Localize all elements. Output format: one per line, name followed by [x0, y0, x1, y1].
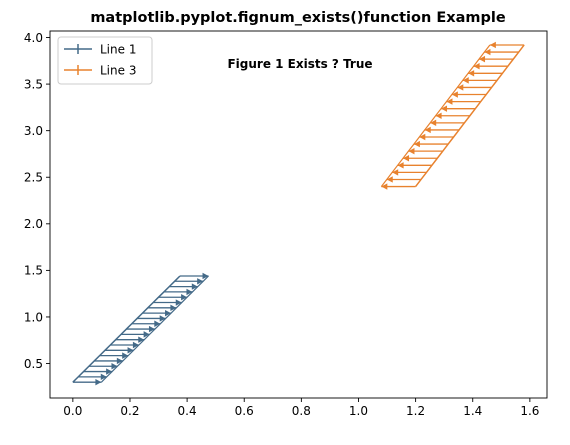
y-tick-label: 3.5: [24, 77, 43, 91]
arrow-head: [386, 176, 393, 183]
arrow-head: [197, 278, 204, 285]
arrow-head: [170, 304, 177, 312]
arrow-head: [392, 169, 399, 176]
arrow-head: [424, 126, 431, 134]
arrow-head: [100, 373, 107, 381]
arrow-head: [159, 315, 166, 322]
x-tick-label: 0.8: [292, 404, 311, 418]
arrow-head: [408, 147, 415, 155]
series-2: [380, 41, 525, 190]
y-tick-label: 3.0: [24, 124, 43, 138]
y-tick-label: 1.5: [24, 264, 43, 278]
plot-area: 0.0 0.2 0.4 0.6 0.8 1.0 1.2 1.4 1.6 0.5 1.0 1.5 2.0 2…: [24, 30, 548, 418]
arrow-head: [191, 283, 198, 290]
x-tick-label: 1.2: [406, 404, 425, 418]
axes-frame: [49, 30, 548, 399]
arrow-head: [186, 288, 193, 296]
y-tick-label: 1.0: [24, 310, 43, 324]
chart-annotation: Figure 1 Exists ? True: [227, 57, 372, 71]
y-tick-label: 4.0: [24, 31, 43, 45]
arrow-head: [175, 299, 182, 306]
x-tick-label: 0.2: [120, 404, 139, 418]
arrow-head: [148, 325, 155, 333]
arrow-head: [181, 294, 188, 301]
arrow-head: [111, 363, 118, 370]
legend-item: Line 1: [64, 43, 136, 57]
legend: Line 1 Line 3: [57, 36, 153, 85]
arrow-head: [95, 378, 102, 386]
arrow-head: [462, 77, 469, 84]
arrow-head: [457, 84, 464, 91]
arrow-head: [479, 55, 486, 63]
arrow-head: [413, 140, 420, 148]
y-tick-label: 2.5: [24, 171, 43, 185]
arrow-head: [381, 183, 388, 190]
arrow-head: [441, 105, 448, 112]
arrow-head: [435, 112, 442, 119]
arrow-head: [116, 357, 123, 365]
x-tick-label: 0.6: [235, 404, 254, 418]
legend-label: Line 1: [100, 43, 136, 57]
arrow-head: [138, 336, 145, 343]
legend-item: Line 3: [64, 64, 136, 78]
x-tick-label: 1.4: [463, 404, 482, 418]
arrow-head: [132, 341, 139, 349]
arrow-head: [127, 347, 134, 354]
legend-label: Line 3: [100, 64, 136, 78]
y-tick-label: 2.0: [24, 217, 43, 231]
x-tick-label: 1.6: [520, 404, 539, 418]
y-tick-label: 0.5: [24, 357, 43, 371]
arrow-head: [397, 162, 404, 169]
arrow-head: [446, 98, 453, 105]
arrow-head: [451, 91, 458, 98]
chart-title: matplotlib.pyplot.fignum_exists()functio…: [90, 10, 505, 26]
arrow-head: [473, 63, 480, 70]
arrow-head: [202, 272, 209, 280]
arrow-head: [430, 119, 437, 127]
arrow-head: [468, 70, 475, 77]
arrow-head: [122, 352, 129, 359]
x-tick-label: 0.0: [63, 404, 82, 418]
arrow-head: [154, 320, 161, 327]
series-1: [72, 272, 209, 386]
arrow-head: [419, 133, 426, 141]
arrow-head: [489, 41, 496, 49]
arrow-head: [403, 155, 410, 162]
x-tick-label: 0.4: [178, 404, 197, 418]
arrow-head: [143, 331, 150, 338]
arrow-head: [165, 309, 172, 317]
arrow-head: [484, 48, 491, 56]
x-tick-label: 1.0: [349, 404, 368, 418]
arrow-head: [106, 368, 113, 375]
